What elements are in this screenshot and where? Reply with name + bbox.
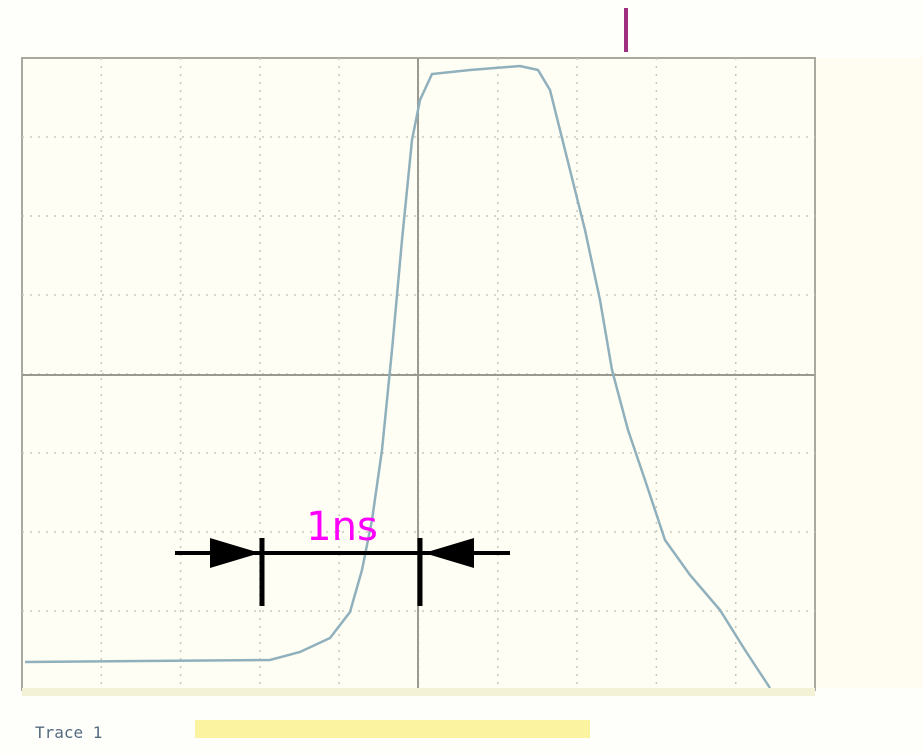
page: 1ns Trace 1 (() => { const data = JSON.p… — [0, 0, 923, 754]
scope-screen: 1ns Trace 1 — [0, 0, 923, 754]
side-panel — [815, 58, 923, 688]
span-label: 1ns — [306, 504, 378, 550]
trace-bar — [195, 720, 590, 738]
trace-label: Trace 1 — [35, 723, 102, 742]
status-bar — [22, 688, 815, 696]
